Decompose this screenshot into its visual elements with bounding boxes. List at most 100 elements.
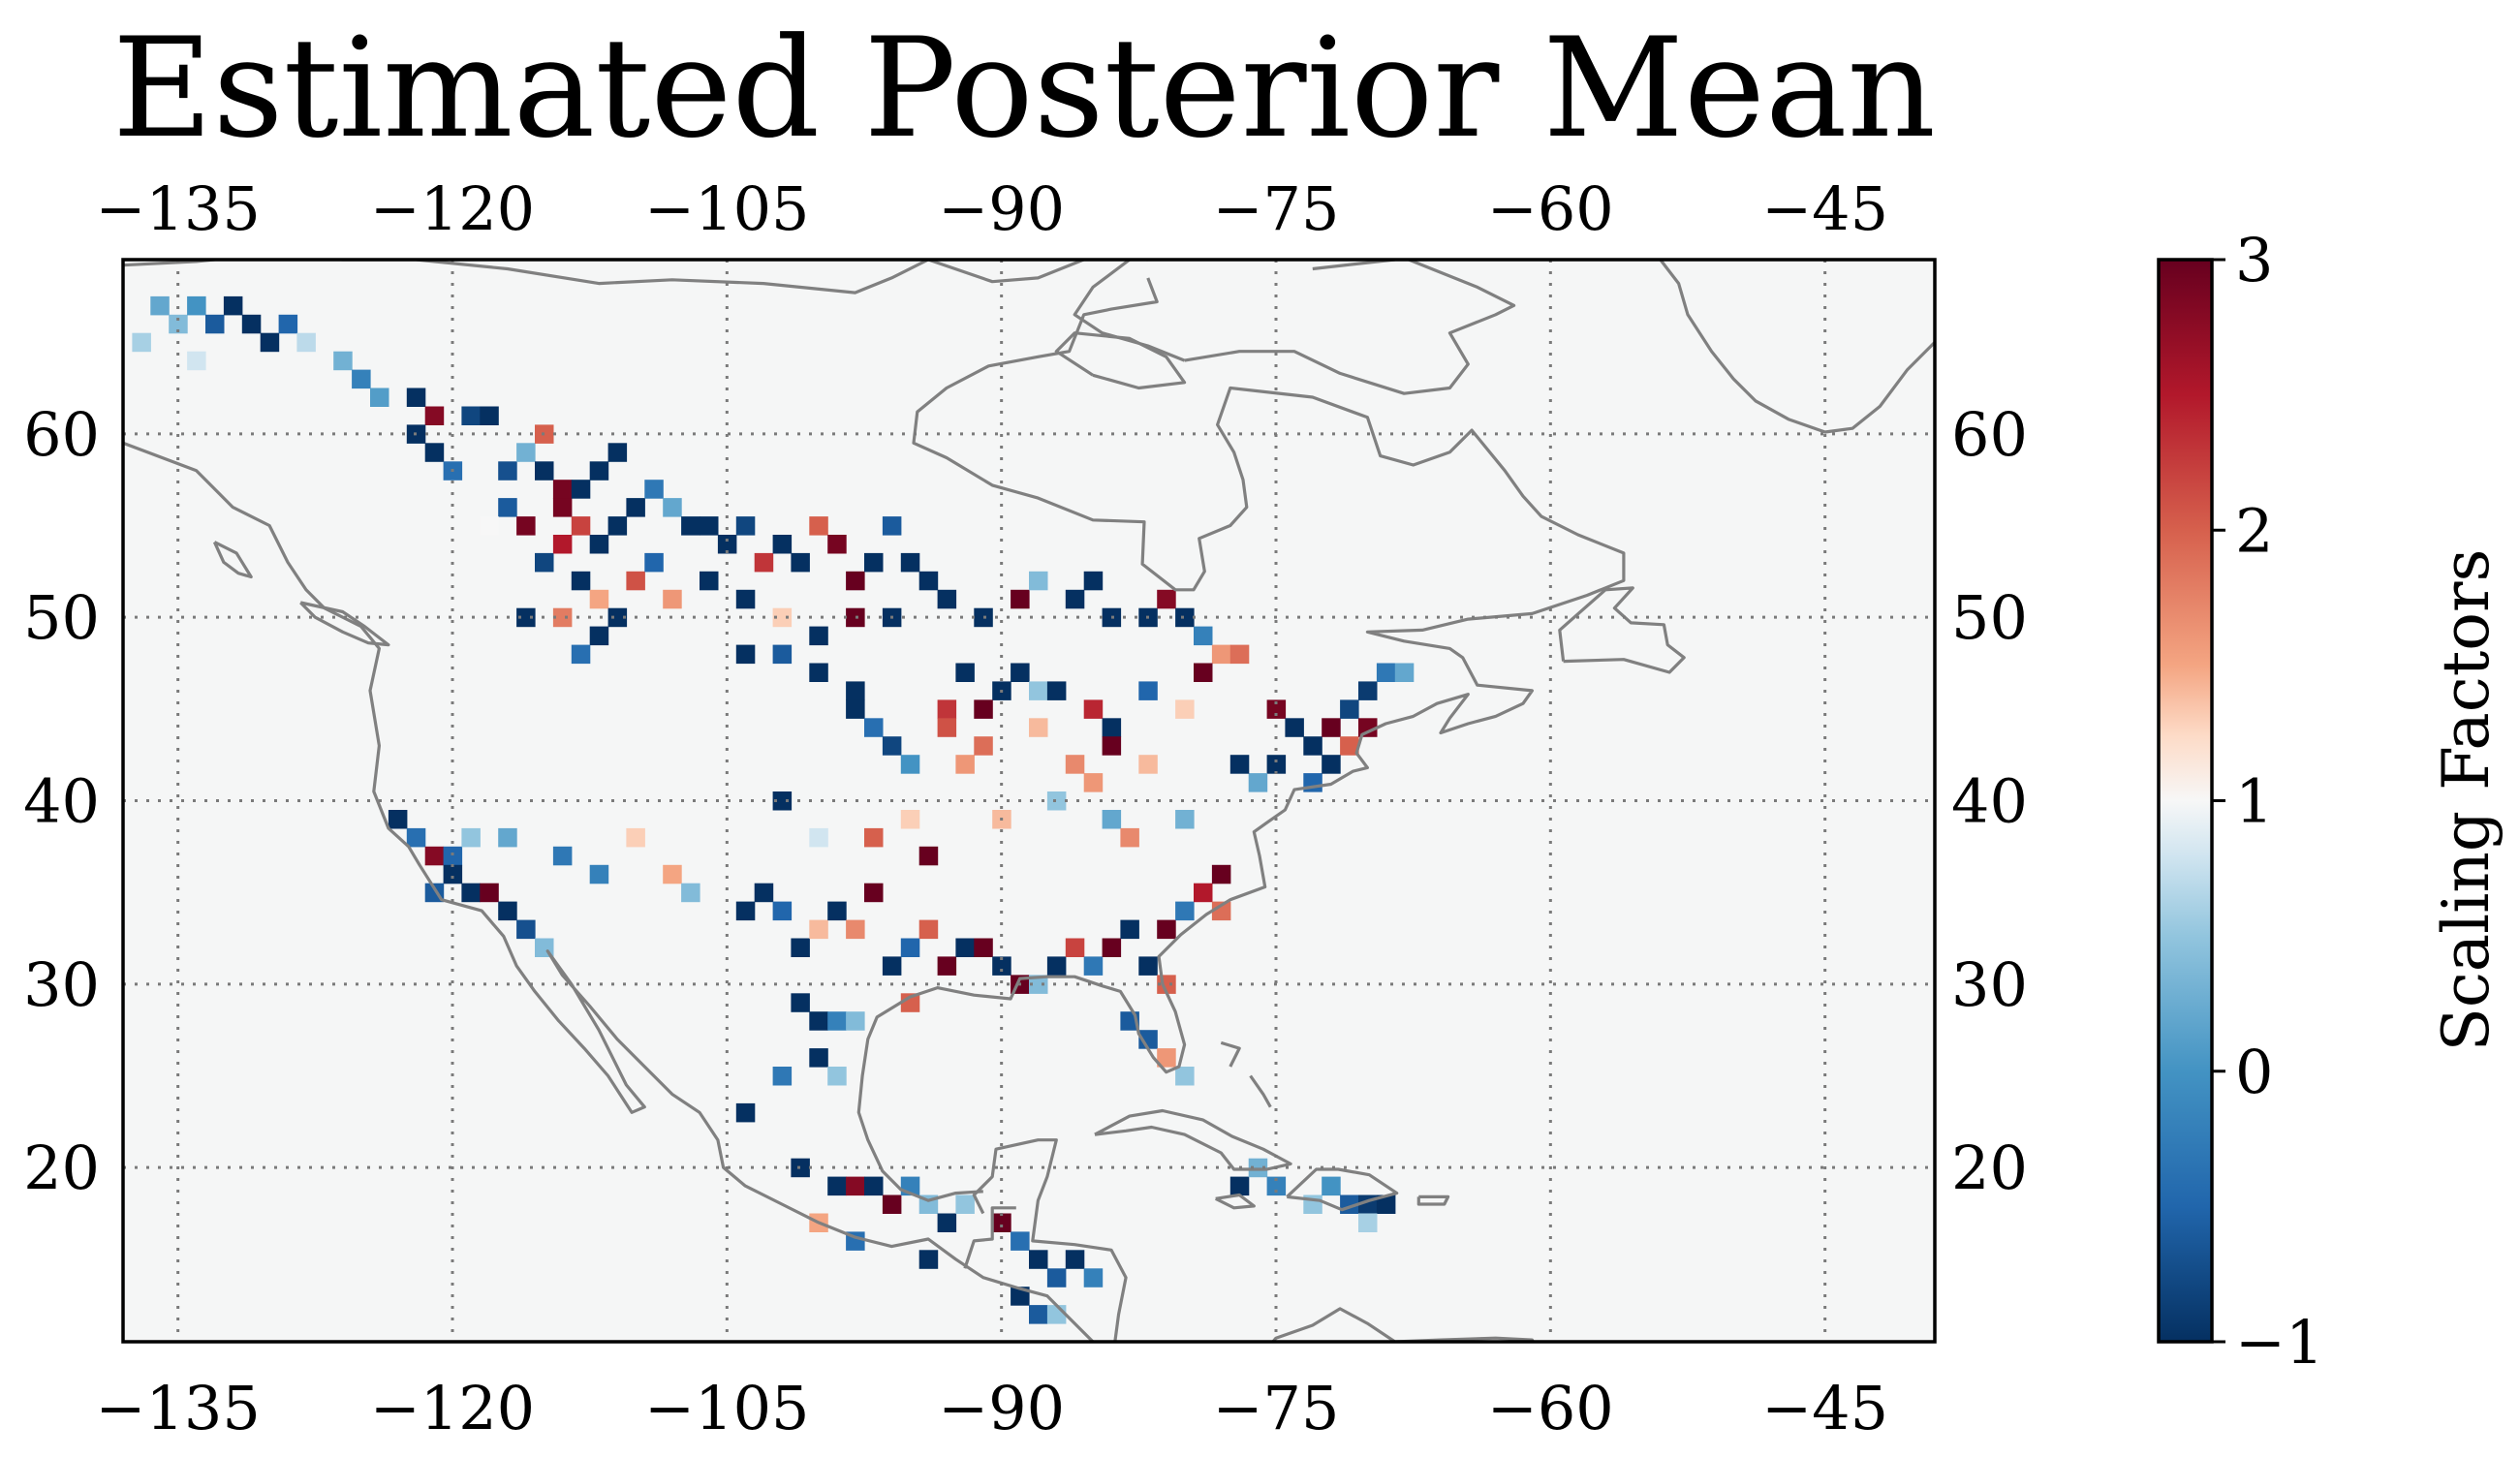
heatmap-cell (809, 1011, 828, 1031)
heatmap-cell (864, 552, 884, 573)
coastline (1220, 1040, 1241, 1068)
heatmap-cell (1358, 718, 1378, 737)
heatmap-cell (1211, 864, 1231, 884)
heatmap-cell (1211, 644, 1231, 665)
heatmap-cell (552, 607, 573, 628)
heatmap-cell (626, 827, 645, 848)
heatmap-cell (882, 1194, 902, 1214)
heatmap-cell (900, 552, 920, 573)
heatmap-cell (864, 827, 884, 848)
heatmap-cell (241, 314, 262, 334)
coastline (1286, 1167, 1399, 1212)
heatmap-cell (480, 516, 499, 536)
heatmap-cell (1322, 1176, 1341, 1196)
heatmap-cell (498, 498, 517, 517)
heatmap-cell (791, 938, 810, 957)
heatmap-cell (974, 736, 993, 756)
colorbar-tick-label: 1 (2235, 766, 2273, 837)
heatmap-cell (1322, 755, 1341, 774)
heatmap-cell (937, 956, 957, 976)
heatmap-cell (809, 626, 828, 646)
colorbar-tick-label: 0 (2235, 1037, 2273, 1107)
y-tick-label: 60 (1951, 399, 2028, 470)
heatmap-cell (700, 571, 719, 591)
heatmap-cell (535, 552, 554, 573)
heatmap-cell (846, 699, 865, 719)
heatmap-cell (827, 901, 847, 921)
heatmap-cell (663, 589, 682, 609)
y-tick-label: 50 (1951, 582, 2028, 653)
heatmap-cell (1065, 1250, 1085, 1269)
heatmap-cell (1229, 1176, 1250, 1196)
heatmap-cell (1083, 773, 1104, 792)
heatmap-cell (260, 332, 280, 353)
heatmap-cell (1011, 1231, 1030, 1251)
heatmap-cell (1376, 1194, 1396, 1214)
heatmap-cell (406, 827, 426, 848)
x-tick-label: −75 (1213, 173, 1340, 244)
coastline (1659, 260, 1935, 434)
heatmap-cell (1322, 718, 1341, 737)
coastline (212, 541, 253, 579)
heatmap-cell (937, 1213, 957, 1232)
heatmap-cell (846, 1011, 865, 1031)
heatmap-cell (1229, 644, 1250, 665)
coastline (1270, 1307, 1536, 1342)
heatmap-cell (809, 827, 828, 848)
coastline (299, 601, 390, 647)
heatmap-cell (772, 535, 793, 554)
heatmap-cell (187, 295, 206, 316)
heatmap-cell (772, 901, 793, 921)
heatmap-cell (607, 516, 628, 536)
heatmap-cell (498, 461, 517, 481)
coastline (1073, 260, 1186, 362)
heatmap-cell (1029, 718, 1048, 737)
heatmap-cell (900, 755, 920, 774)
heatmap-cell (809, 1048, 828, 1068)
heatmap-cell (1157, 1048, 1176, 1068)
coastline (963, 1206, 1016, 1269)
x-tick-label: −60 (1487, 1373, 1614, 1443)
heatmap-cell (809, 663, 828, 682)
heatmap-cell (552, 480, 573, 499)
heatmap-cell (644, 552, 664, 573)
coastline (1094, 1108, 1292, 1171)
heatmap-cell (1046, 1305, 1067, 1324)
heatmap-cell (864, 1176, 884, 1196)
colorbar-gradient (2157, 258, 2214, 1344)
heatmap-cell (846, 919, 865, 940)
x-tick-label: −90 (938, 1373, 1065, 1443)
heatmap-cell (443, 846, 463, 866)
heatmap-cell (1029, 681, 1048, 700)
heatmap-cell (900, 938, 920, 957)
heatmap-cell (827, 1011, 847, 1031)
heatmap-cell (827, 1176, 847, 1196)
heatmap-cell (1194, 663, 1213, 682)
heatmap-cell (717, 535, 737, 554)
heatmap-cell (223, 295, 243, 316)
heatmap-cell (132, 332, 151, 353)
heatmap-cell (1083, 956, 1104, 976)
heatmap-cell (1029, 1305, 1048, 1324)
heatmap-cell (1046, 681, 1067, 700)
x-tick-label: −105 (644, 173, 809, 244)
heatmap-cell (918, 919, 939, 940)
heatmap-cell (864, 718, 884, 737)
x-tick-label: −135 (96, 1373, 261, 1443)
coastline (1214, 1193, 1256, 1210)
heatmap-cell (882, 956, 902, 976)
colorbar-tick-label: 2 (2235, 495, 2273, 566)
heatmap-cell (461, 827, 481, 848)
heatmap-cell (882, 736, 902, 756)
heatmap-cell (589, 626, 609, 646)
heatmap-cell (1340, 699, 1359, 719)
heatmap-cell (626, 571, 645, 591)
heatmap-cell (607, 443, 628, 462)
heatmap-cell (974, 699, 993, 719)
heatmap-cell (1266, 699, 1287, 719)
y-tick-label: 60 (23, 399, 100, 470)
heatmap-cell (809, 516, 828, 536)
heatmap-cell (461, 406, 481, 425)
heatmap-cell (735, 589, 756, 609)
